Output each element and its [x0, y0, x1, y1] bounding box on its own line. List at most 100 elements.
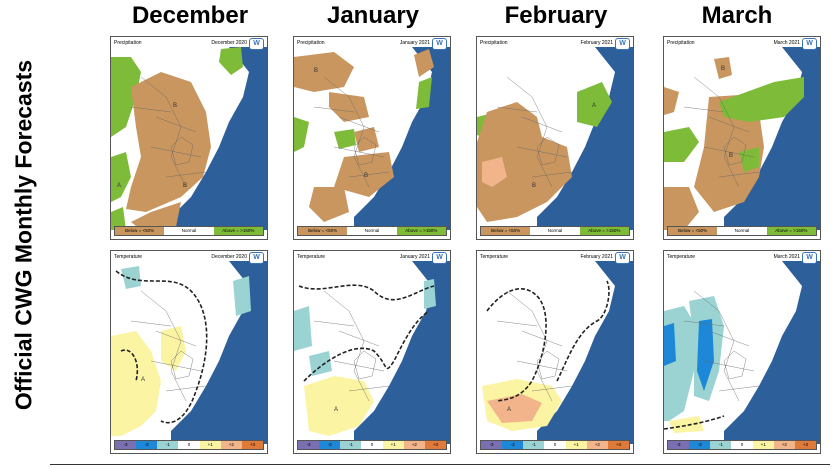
legend-below: Below = <50%	[481, 227, 531, 235]
legend-minus-2: -2	[319, 441, 341, 449]
legend-minus-1: -1	[523, 441, 545, 449]
legend-above: Above = >150%	[579, 227, 629, 235]
precip-map-march-svg: B B	[664, 47, 820, 230]
legend-zero: 0	[544, 441, 566, 449]
precip-legend: Below = <50% Normal Above = >150%	[114, 226, 264, 236]
precip-header-date: December 2020	[211, 40, 247, 46]
svg-text:B: B	[532, 183, 536, 189]
temp-header-date: December 2020	[211, 254, 247, 260]
temp-map-february-svg: A	[482, 261, 633, 444]
precip-header-date: January 2021	[399, 40, 430, 46]
temp-map-february: A Temperature February 2021 W -3 -2 -1 0…	[476, 250, 634, 454]
legend-plus-3: +3	[424, 441, 446, 449]
month-title-january: January	[326, 2, 420, 29]
legend-minus-3: -3	[481, 441, 503, 449]
precip-header-date: March 2021	[773, 40, 800, 46]
svg-text:A: A	[592, 103, 596, 109]
temp-map-march: Temperature March 2021 W -3 -2 -1 0 +1 +…	[663, 250, 821, 454]
precip-header-date: February 2021	[580, 40, 613, 46]
temp-map-march-svg	[664, 261, 820, 444]
month-title-february: February	[504, 2, 608, 29]
precip-map-december: B B A Precipitation December 2020 W Belo…	[110, 36, 268, 240]
legend-below: Below = <50%	[668, 227, 718, 235]
legend-plus-2: +2	[220, 441, 242, 449]
legend-normal: Normal	[347, 227, 397, 235]
temp-map-january: A Temperature January 2021 W -3 -2 -1 0 …	[293, 250, 451, 454]
precip-legend: Below = <50% Normal Above = >150%	[667, 226, 817, 236]
svg-text:B: B	[364, 173, 368, 179]
svg-text:A: A	[334, 407, 338, 413]
legend-normal: Normal	[164, 227, 214, 235]
temp-header-date: February 2021	[580, 254, 613, 260]
legend-plus-2: +2	[586, 441, 608, 449]
month-title-december: December	[131, 2, 249, 29]
temp-legend: -3 -2 -1 0 +1 +2 +3	[667, 440, 817, 450]
legend-minus-3: -3	[668, 441, 690, 449]
legend-minus-3: -3	[115, 441, 137, 449]
legend-normal: Normal	[530, 227, 580, 235]
cwg-logo-icon: W	[249, 252, 264, 264]
temp-map-december: A Temperature December 2020 W -3 -2 -1 0…	[110, 250, 268, 454]
cwg-logo-icon: W	[615, 38, 630, 50]
precip-map-march: B B Precipitation March 2021 W Below = <…	[663, 36, 821, 240]
precip-map-february-svg: A B	[477, 47, 633, 230]
cwg-logo-icon: W	[249, 38, 264, 50]
legend-minus-1: -1	[157, 441, 179, 449]
cwg-logo-icon: W	[432, 38, 447, 50]
precip-map-february: A B Precipitation February 2021 W Below …	[476, 36, 634, 240]
legend-zero: 0	[731, 441, 753, 449]
legend-below: Below = <50%	[115, 227, 165, 235]
svg-text:B: B	[314, 68, 318, 74]
legend-normal: Normal	[717, 227, 767, 235]
svg-text:A: A	[507, 407, 511, 413]
temp-header-label: Temperature	[480, 254, 509, 260]
temp-legend: -3 -2 -1 0 +1 +2 +3	[297, 440, 447, 450]
legend-below: Below = <50%	[298, 227, 348, 235]
svg-text:B: B	[729, 153, 733, 159]
precip-map-january: B B Precipitation January 2021 W Below =…	[293, 36, 451, 240]
legend-above: Above = >150%	[213, 227, 263, 235]
svg-text:A: A	[117, 183, 121, 189]
svg-text:B: B	[183, 183, 187, 189]
legend-minus-3: -3	[298, 441, 320, 449]
month-title-march: March	[701, 2, 773, 29]
legend-plus-2: +2	[403, 441, 425, 449]
legend-minus-2: -2	[689, 441, 711, 449]
precip-legend: Below = <50% Normal Above = >150%	[297, 226, 447, 236]
legend-minus-2: -2	[502, 441, 524, 449]
legend-plus-1: +1	[382, 441, 404, 449]
temp-legend: -3 -2 -1 0 +1 +2 +3	[480, 440, 630, 450]
legend-minus-1: -1	[710, 441, 732, 449]
legend-plus-1: +1	[752, 441, 774, 449]
cwg-logo-icon: W	[802, 252, 817, 264]
bottom-divider	[50, 464, 830, 465]
cwg-logo-icon: W	[802, 38, 817, 50]
svg-text:B: B	[721, 66, 725, 72]
precip-header-label: Precipitation	[297, 40, 325, 46]
precip-map-january-svg: B B	[294, 47, 450, 230]
precip-legend: Below = <50% Normal Above = >150%	[480, 226, 630, 236]
temp-header-date: March 2021	[773, 254, 800, 260]
temp-header-label: Temperature	[297, 254, 326, 260]
side-title-text: Official CWG Monthly Forecasts	[10, 59, 37, 410]
legend-plus-1: +1	[565, 441, 587, 449]
temp-header-date: January 2021	[399, 254, 430, 260]
legend-zero: 0	[361, 441, 383, 449]
temp-map-december-svg: A	[111, 261, 267, 444]
precip-map-december-svg: B B A	[111, 47, 267, 230]
legend-plus-3: +3	[794, 441, 816, 449]
svg-text:A: A	[141, 377, 145, 383]
legend-plus-3: +3	[607, 441, 629, 449]
legend-plus-2: +2	[773, 441, 795, 449]
cwg-logo-icon: W	[432, 252, 447, 264]
legend-plus-1: +1	[199, 441, 221, 449]
legend-zero: 0	[178, 441, 200, 449]
legend-above: Above = >150%	[396, 227, 446, 235]
temp-map-january-svg: A	[294, 261, 450, 444]
legend-above: Above = >150%	[766, 227, 816, 235]
precip-header-label: Precipitation	[114, 40, 142, 46]
temp-legend: -3 -2 -1 0 +1 +2 +3	[114, 440, 264, 450]
legend-plus-3: +3	[241, 441, 263, 449]
cwg-logo-icon: W	[615, 252, 630, 264]
side-title: Official CWG Monthly Forecasts	[2, 0, 46, 469]
